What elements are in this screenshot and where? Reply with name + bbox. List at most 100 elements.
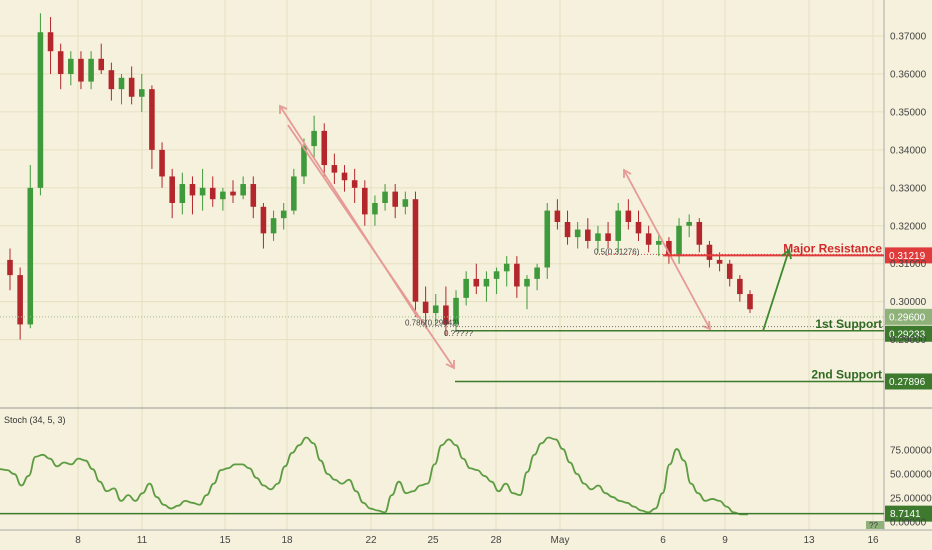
time-tick-label: 15 [219,535,231,546]
candle [413,192,419,317]
candle [68,51,74,85]
candle [362,180,368,226]
price-tick-label: 0.32000 [890,221,927,232]
candle-body [707,245,713,260]
candle-body [747,294,753,309]
stochastic-tick-label: 50.00000 [890,470,932,481]
current-price-tag: 0.29600 [885,309,932,325]
candle [98,44,104,74]
candle-body [474,279,480,287]
candle-body [686,222,692,226]
candle [109,63,115,101]
candle-body [372,203,378,214]
candle-body [605,233,611,241]
price-axis: 0.37000 0.36000 0.35000 0.34000 0.33000 0.320… [890,32,927,347]
candle [17,268,23,340]
candle-body [352,180,358,188]
candle-body [534,268,540,279]
candle-body [484,279,490,287]
stochastic-title: Stoch (34, 5, 3) [4,415,66,425]
candle-body [636,222,642,233]
candle [555,199,561,229]
candle-body [544,211,550,268]
candle [271,211,277,241]
second-support-label: 2nd Support [811,367,882,381]
candle-body [403,199,409,207]
annotation-arrows [280,106,710,368]
stochastic-small-tag: ?? [866,521,884,530]
candle-body [342,173,348,181]
candle [119,74,125,104]
candle-body [281,211,287,219]
candle-body [7,260,13,275]
candle [240,176,246,199]
candle-body [565,222,571,237]
candle [190,176,196,214]
candle-body [271,218,277,233]
fib-label-0.786: 0.786(0.29342) [405,319,460,328]
stochastic-tick-label: 25.00000 [890,494,932,505]
candle-body [555,211,561,222]
candle-body [240,184,246,195]
candle-body [48,32,54,51]
candle [230,180,236,203]
candle [686,214,692,237]
candle-body [646,233,652,244]
candle-body [595,233,601,241]
candle [585,218,591,248]
candle [332,154,338,184]
candle [697,218,703,252]
candle-body [251,184,257,207]
candle-body [139,89,145,97]
time-tick-label: 11 [137,535,148,546]
time-tick-label: May [551,535,570,546]
price-tick-label: 0.35000 [890,107,927,118]
candle-body [210,188,216,199]
time-tick-label: 18 [281,535,293,546]
candle [463,271,469,305]
candle-body [727,264,733,279]
candle [139,74,145,112]
stochastic-panel: Stoch (34, 5, 3) 8.7141?? [0,415,932,530]
candle [27,165,33,328]
candle [534,264,540,291]
first-support-label: 1st Support [815,317,882,331]
candle [352,169,358,203]
candle-body [180,184,186,203]
candles [7,13,753,339]
candle-body [423,302,429,313]
candle [392,184,398,218]
candle [494,268,500,295]
candle-body [119,78,125,89]
candle [321,123,327,176]
price-tick-label: 0.36000 [890,69,927,80]
candle-body [332,165,338,173]
candle-body [159,150,165,177]
candle-body [38,32,44,188]
time-tick-label: 28 [490,535,502,546]
candle [58,44,64,90]
second-support-tag-text: 0.27896 [889,377,926,388]
price-tick-label: 0.31000 [890,259,927,270]
candle [727,260,733,287]
candle-body [575,230,581,238]
candle-body [504,264,510,272]
candle [484,271,490,301]
candle-body [362,188,368,215]
candle-body [220,192,226,200]
candle-body [190,184,196,195]
candle-body [585,230,591,241]
time-tick-label: 8 [75,535,81,546]
candle-body [737,279,743,294]
candle-body [88,59,94,82]
candle-body [717,260,723,264]
candle [403,192,409,215]
candle [159,142,165,188]
time-tick-label: 22 [365,535,377,546]
price-tick-label: 0.34000 [890,145,927,156]
projection-arrow-line [763,250,789,331]
candle-body [615,211,621,241]
candle [636,211,642,241]
candle-body [129,78,135,97]
candle-body [98,59,104,70]
